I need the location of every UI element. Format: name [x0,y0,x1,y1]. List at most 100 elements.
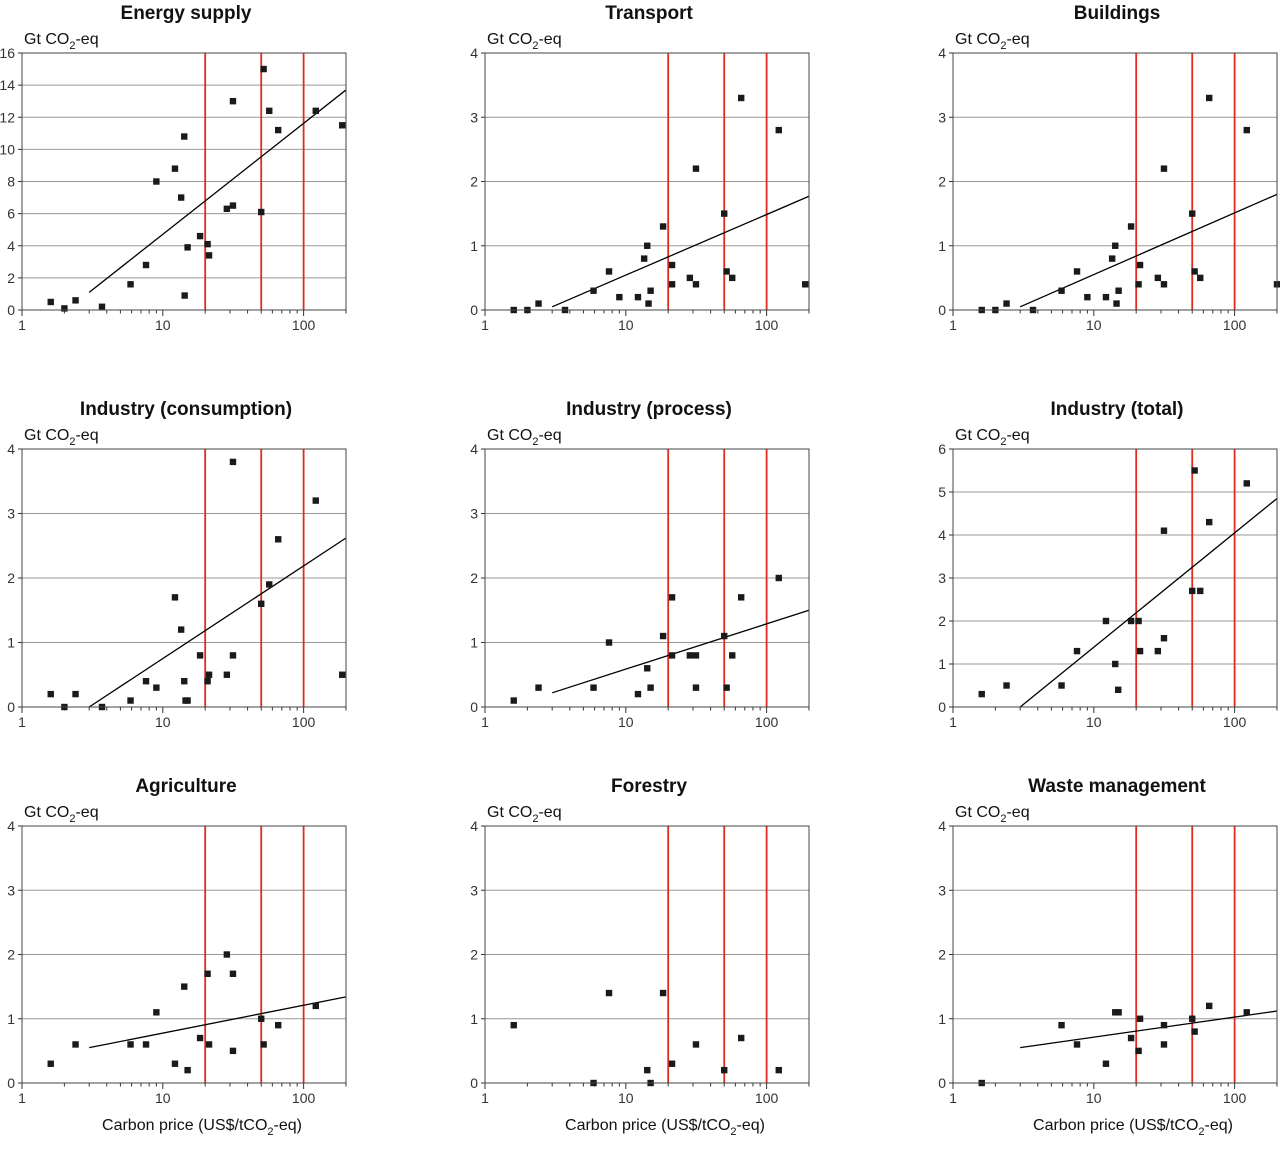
y-axis-unit-label: Gt CO2-eq [955,31,1030,52]
y-tick-label: 1 [938,656,946,672]
x-tick-label: 1 [949,317,957,333]
x-tick-label: 1 [481,714,489,730]
y-tick-label: 0 [938,302,946,318]
data-point [177,194,185,201]
data-point [205,1041,213,1048]
data-point [535,684,542,691]
x-tick-label: 1 [18,1090,26,1106]
x-tick-label: 10 [618,714,634,730]
data-point [266,107,273,115]
x-tick-label: 100 [1223,317,1247,333]
data-point [686,274,694,282]
data-point [686,652,694,659]
data-point [1058,682,1065,689]
y-tick-label: 4 [7,818,15,834]
data-point [668,594,676,601]
y-axis-unit-label: Gt CO2-eq [24,804,99,825]
y-tick-label: 1 [938,238,946,254]
data-point [1058,287,1065,294]
data-point [223,951,231,958]
data-point [510,1021,517,1029]
data-point [616,293,623,301]
data-point [1154,274,1162,282]
data-point [260,1041,267,1048]
data-point [1243,1009,1250,1016]
data-point [1135,1047,1142,1055]
data-point [229,652,237,659]
x-tick-label: 1 [481,1090,489,1106]
data-point [1189,1015,1196,1022]
data-point [1112,1009,1119,1016]
y-tick-label: 3 [7,882,15,898]
y-axis-unit-label: Gt CO2-eq [487,31,562,52]
data-point [692,1041,700,1048]
data-point [692,684,700,691]
data-point [181,983,188,990]
x-tick-label: 10 [155,714,171,730]
data-point [1102,293,1110,301]
data-point [668,261,676,269]
data-point [196,652,204,659]
x-axis-label: Carbon price (US$/tCO2-eq) [565,1117,765,1138]
data-point [127,1041,134,1048]
y-tick-label: 3 [470,506,478,522]
data-point [275,536,282,543]
x-tick-label: 1 [18,714,26,730]
trend-line [1019,497,1278,708]
data-point [1073,268,1081,275]
y-tick-label: 4 [470,818,478,834]
chart-title: Waste management [1028,776,1206,797]
data-point [204,678,211,685]
data-point [738,1034,745,1042]
trend-line [89,996,347,1049]
data-point [644,1066,651,1074]
data-point [72,690,79,698]
data-point [1114,686,1122,693]
data-point [1127,617,1135,625]
trend-line [551,609,810,694]
y-tick-label: 2 [938,947,946,963]
x-tick-label: 10 [155,317,171,333]
data-point [1073,647,1081,655]
data-point [196,232,204,240]
data-point [692,652,700,659]
data-point [721,632,728,640]
y-tick-label: 0 [470,699,478,715]
data-point [640,255,648,262]
y-tick-label: 0 [470,1075,478,1091]
data-point [510,697,517,704]
data-point [1160,527,1168,534]
chart-title: Transport [605,3,693,24]
data-point [590,287,597,294]
data-point [1160,1041,1168,1048]
y-tick-label: 2 [7,947,15,963]
y-tick-label: 2 [938,174,946,190]
data-point [1189,210,1196,217]
data-point [171,594,179,601]
data-point [647,684,654,691]
y-tick-label: 0 [7,1075,15,1091]
y-tick-label: 2 [7,570,15,586]
data-point [692,165,700,172]
data-point [1160,165,1168,172]
chart-panel-1: Energy supply Gt CO2-eq 0 2 4 6 8 10 12 14 16 1 10 10… [0,3,347,333]
data-point [1135,281,1142,288]
data-point [1154,647,1162,655]
y-tick-label: 2 [470,947,478,963]
data-point [204,240,211,248]
data-point [645,300,652,307]
data-point [98,303,106,310]
data-point [312,107,319,115]
data-point [1191,1028,1198,1035]
data-point [260,65,267,73]
y-tick-label: 1 [7,635,15,651]
data-point [535,300,542,307]
data-point [1058,1021,1065,1029]
x-tick-label: 1 [949,714,957,730]
y-tick-label: 4 [470,441,478,457]
data-point [723,684,730,691]
